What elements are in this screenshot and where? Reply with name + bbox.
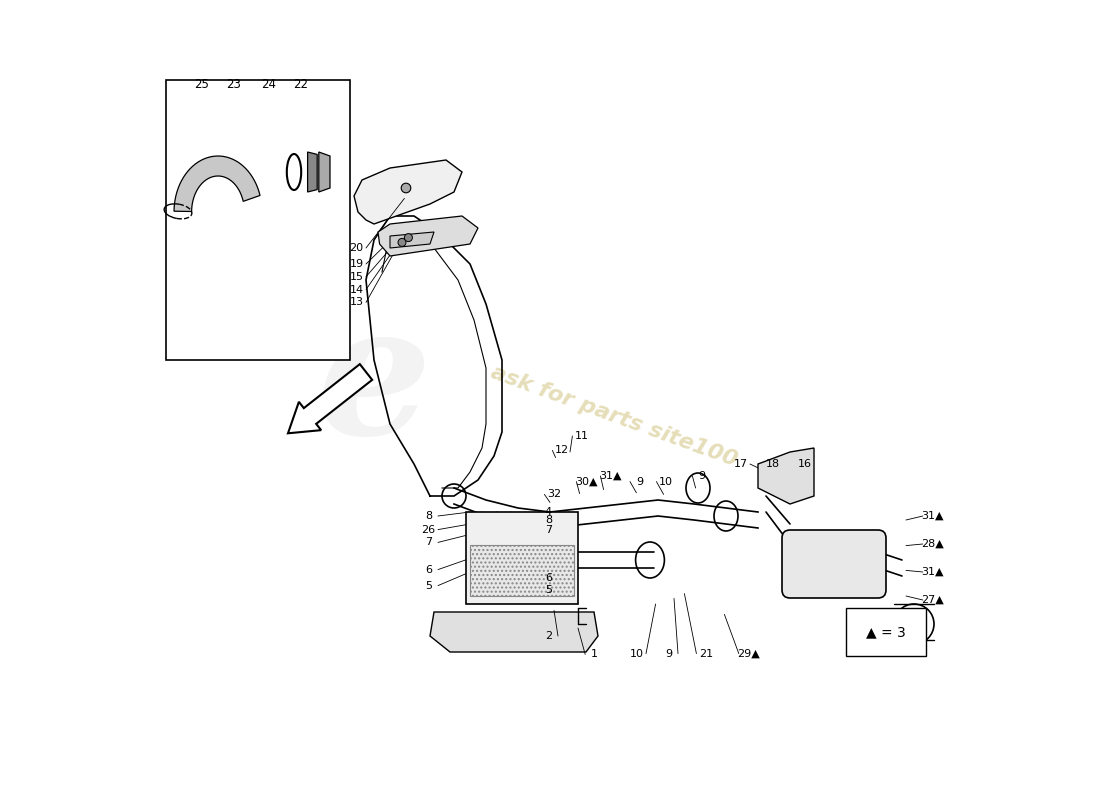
Text: e: e xyxy=(317,296,431,472)
Text: 20: 20 xyxy=(350,243,363,253)
Text: ▲ = 3: ▲ = 3 xyxy=(866,625,906,639)
Text: 5: 5 xyxy=(544,586,552,595)
Polygon shape xyxy=(758,448,814,504)
Polygon shape xyxy=(378,216,478,256)
Text: 6: 6 xyxy=(425,565,432,574)
Text: 19: 19 xyxy=(350,259,363,269)
Text: 4: 4 xyxy=(544,507,552,517)
Polygon shape xyxy=(174,156,260,211)
Text: 18: 18 xyxy=(766,459,780,469)
Text: 23: 23 xyxy=(227,78,241,90)
Text: 15: 15 xyxy=(350,272,363,282)
Text: 32: 32 xyxy=(547,490,561,499)
Text: 31▲: 31▲ xyxy=(598,471,622,481)
Circle shape xyxy=(402,183,410,193)
Text: 5: 5 xyxy=(425,581,432,590)
Text: 27▲: 27▲ xyxy=(921,595,944,605)
Text: 10: 10 xyxy=(659,477,673,486)
FancyArrow shape xyxy=(288,364,372,434)
Text: 25: 25 xyxy=(195,78,209,90)
Text: 21: 21 xyxy=(698,649,713,658)
Text: 14: 14 xyxy=(350,285,363,294)
Text: 12: 12 xyxy=(554,446,569,455)
Text: 31▲: 31▲ xyxy=(921,567,944,577)
Circle shape xyxy=(398,238,406,246)
Text: 11: 11 xyxy=(575,431,589,441)
Text: ask for parts site100: ask for parts site100 xyxy=(488,362,740,470)
Text: 13: 13 xyxy=(350,298,363,307)
Text: 2: 2 xyxy=(544,631,552,641)
Text: 9: 9 xyxy=(664,649,672,658)
Text: 8: 8 xyxy=(544,515,552,525)
Polygon shape xyxy=(319,152,330,192)
Text: 16: 16 xyxy=(798,459,812,469)
Polygon shape xyxy=(354,160,462,224)
Text: 22: 22 xyxy=(293,78,308,90)
Text: 26: 26 xyxy=(421,525,436,534)
Bar xyxy=(470,546,574,596)
Bar xyxy=(846,608,926,656)
FancyBboxPatch shape xyxy=(782,530,886,598)
Text: 1: 1 xyxy=(592,650,598,659)
Text: 6: 6 xyxy=(544,573,552,582)
Text: 24: 24 xyxy=(261,78,276,90)
Text: 9: 9 xyxy=(636,477,644,486)
Text: 10: 10 xyxy=(629,649,644,658)
Polygon shape xyxy=(308,152,317,192)
Circle shape xyxy=(405,234,412,242)
Text: 28▲: 28▲ xyxy=(921,539,944,549)
Text: 8: 8 xyxy=(425,511,432,521)
Text: 17: 17 xyxy=(734,459,748,469)
Text: 29▲: 29▲ xyxy=(737,649,760,658)
Text: 30▲: 30▲ xyxy=(574,477,597,486)
Text: 7: 7 xyxy=(544,525,552,534)
Polygon shape xyxy=(390,232,435,248)
Text: 7: 7 xyxy=(425,538,432,547)
Text: 9: 9 xyxy=(698,471,705,481)
Text: 31▲: 31▲ xyxy=(921,511,944,521)
Polygon shape xyxy=(430,612,598,652)
Bar xyxy=(166,80,350,360)
Bar xyxy=(466,512,578,604)
